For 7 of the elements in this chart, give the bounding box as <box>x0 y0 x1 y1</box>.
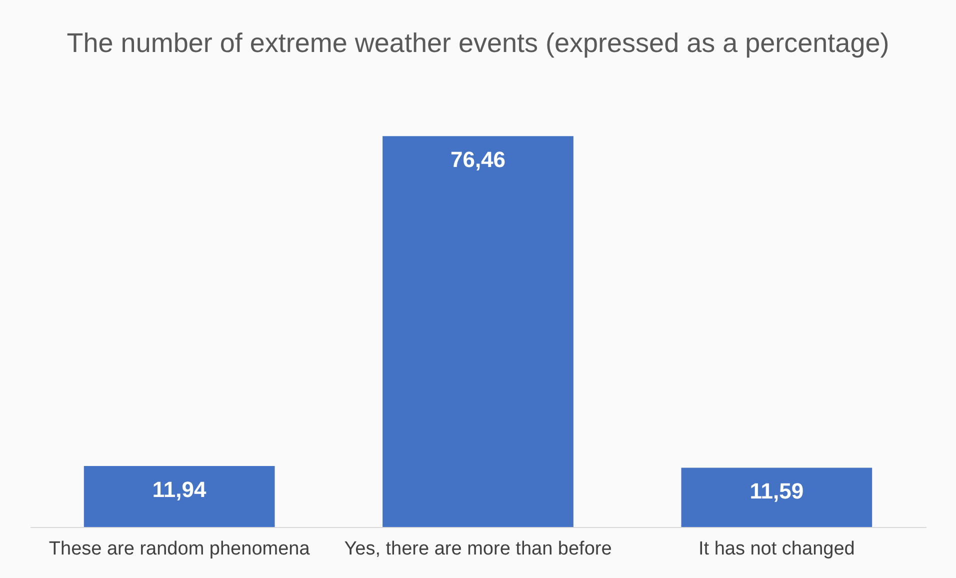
data-label: 11,94 <box>152 476 208 502</box>
chart-title: The number of extreme weather events (expressed as a percentage) <box>66 28 890 58</box>
x-tick-label: These are random phenomena <box>48 538 310 560</box>
data-label: 11,59 <box>750 478 804 504</box>
x-tick-label: It has not changed <box>698 538 855 560</box>
x-tick-label: Yes, there are more than before <box>344 538 612 560</box>
data-label: 76,46 <box>450 147 506 172</box>
